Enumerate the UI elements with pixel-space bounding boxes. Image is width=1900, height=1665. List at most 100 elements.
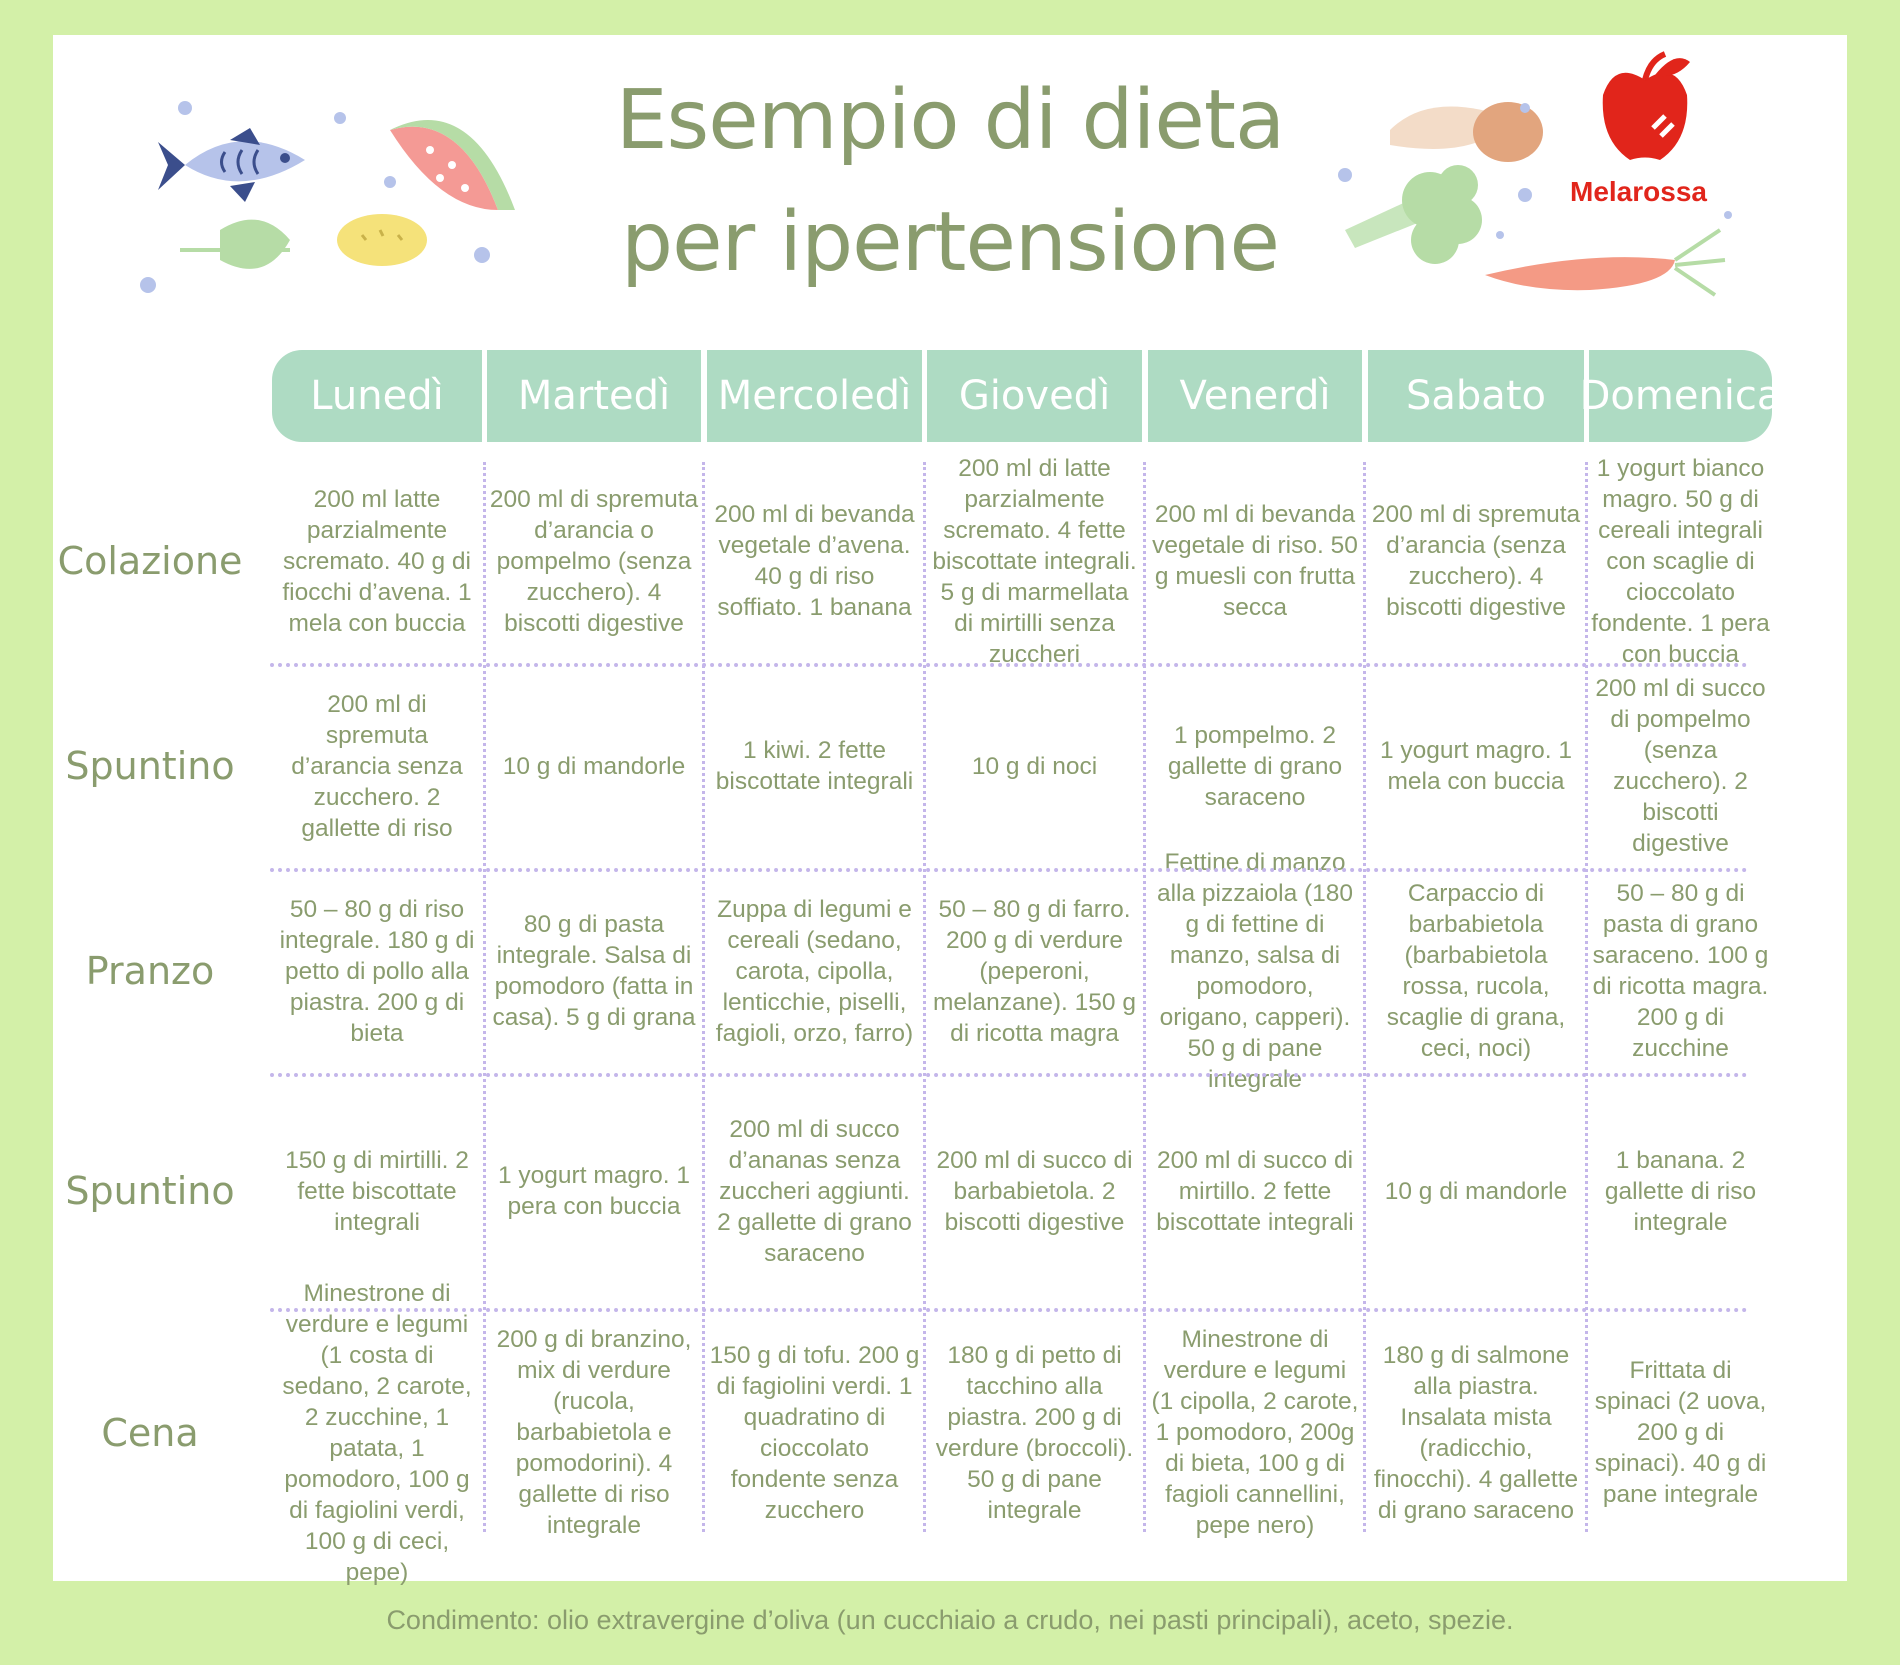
meal-label: Colazione: [57, 539, 243, 583]
meal-cell: 1 banana. 2 gallette di riso integrale: [1589, 1075, 1772, 1307]
meal-cell: Minestrone di verdure e legumi (1 cipoll…: [1148, 1310, 1362, 1555]
meal-cell: Frittata di spinaci (2 uova, 200 g di sp…: [1589, 1310, 1772, 1555]
day-header: Sabato: [1368, 350, 1584, 442]
meal-cell-text: 200 g di branzino, mix di verdure (rucol…: [496, 1326, 692, 1539]
day-header: Venerdì: [1148, 350, 1362, 442]
meal-cell-text: Fettine di manzo alla pizzaiola (180 g d…: [1156, 849, 1354, 1093]
meal-cell: 1 yogurt bianco magro. 50 g di cereali i…: [1589, 455, 1772, 668]
meal-cell-text: 1 pompelmo. 2 gallette di grano saraceno: [1167, 721, 1343, 811]
meal-cell-text: 150 g di tofu. 200 g di fagiolini verdi.…: [709, 1341, 920, 1524]
meal-cell-text: 150 g di mirtilli. 2 fette biscottate in…: [285, 1146, 469, 1236]
meal-cell-text: 1 yogurt magro. 1 mela con buccia: [1379, 737, 1573, 795]
meal-cell: 200 ml di spremuta d’arancia senza zucch…: [272, 665, 482, 867]
meal-cell-text: 50 – 80 g di farro. 200 g di verdure (pe…: [933, 895, 1136, 1047]
column-divider: [1363, 462, 1366, 1532]
meal-cell-text: 200 ml di spremuta d’arancia o pompelmo …: [489, 485, 699, 637]
meal-cell: 200 ml di succo d’ananas senza zuccheri …: [707, 1075, 922, 1307]
meal-cell-text: 200 ml di bevanda vegetale d’avena. 40 g…: [714, 501, 915, 621]
meal-cell-text: 80 g di pasta integrale. Salsa di pomodo…: [492, 911, 696, 1031]
meal-cell-text: 10 g di mandorle: [502, 752, 686, 780]
meal-cell-text: 200 ml di succo di barbabietola. 2 bisco…: [936, 1146, 1133, 1236]
meal-cell: 200 ml di succo di mirtillo. 2 fette bis…: [1148, 1075, 1362, 1307]
meal-label: Pranzo: [85, 949, 215, 993]
meal-cell: 200 ml di spremuta d’arancia o pompelmo …: [487, 460, 701, 662]
meal-cell-text: 10 g di noci: [971, 752, 1098, 780]
column-divider: [1585, 462, 1588, 1532]
meal-cell: 80 g di pasta integrale. Salsa di pomodo…: [487, 870, 701, 1072]
apple-logo-icon: [1602, 51, 1690, 160]
column-divider: [923, 462, 926, 1532]
meal-cell: 180 g di salmone alla piastra. Insalata …: [1368, 1310, 1584, 1555]
meal-cell-text: Carpaccio di barbabietola (barbabietola …: [1386, 880, 1566, 1062]
meal-cell: 50 – 80 g di farro. 200 g di verdure (pe…: [927, 870, 1142, 1072]
meal-label: Spuntino: [65, 1169, 235, 1213]
food-illustrations-left: [140, 101, 515, 293]
day-header: Mercoledì: [707, 350, 922, 442]
food-illustrations-right: [1338, 102, 1732, 297]
meal-cell: 1 pompelmo. 2 gallette di grano saraceno: [1148, 665, 1362, 867]
meal-cell: 200 ml di succo di pompelmo (senza zucch…: [1589, 665, 1772, 867]
meal-cell: Minestrone di verdure e legumi (1 costa …: [272, 1280, 482, 1586]
diet-card: [53, 35, 1847, 1581]
row-divider: [270, 663, 1748, 667]
meal-cell-text: 200 ml di succo di pompelmo (senza zucch…: [1595, 675, 1766, 857]
meal-cell: 10 g di noci: [927, 665, 1142, 867]
meal-cell-text: 200 ml di succo di mirtillo. 2 fette bis…: [1156, 1146, 1354, 1236]
column-divider: [702, 462, 705, 1532]
meal-cell-text: 200 ml di spremuta d’arancia (senza zucc…: [1371, 501, 1581, 621]
title-line-1: Esempio di dieta: [615, 73, 1286, 168]
meal-cell-text: 1 yogurt bianco magro. 50 g di cereali i…: [1591, 454, 1770, 668]
meal-cell: 50 – 80 g di pasta di grano saraceno. 10…: [1589, 870, 1772, 1072]
title-line-2: per ipertensione: [621, 195, 1280, 290]
day-header: Lunedì: [272, 350, 482, 442]
day-header: Domenica: [1580, 350, 1781, 442]
leaf-icon: [180, 219, 290, 269]
meal-cell: 10 g di mandorle: [1368, 1075, 1584, 1307]
meal-cell-text: 50 – 80 g di riso integrale. 180 g di pe…: [279, 895, 475, 1047]
column-divider: [1143, 462, 1146, 1532]
meal-label: Spuntino: [65, 744, 235, 788]
page-title: Esempio di dieta per ipertensione: [560, 60, 1340, 304]
meal-cell-text: 200 ml di latte parzialmente scremato. 4…: [932, 454, 1137, 668]
row-divider: [270, 868, 1748, 872]
meal-cell-text: Minestrone di verdure e legumi (1 cipoll…: [1151, 1326, 1359, 1539]
meal-cell: 200 g di branzino, mix di verdure (rucol…: [487, 1310, 701, 1555]
carrot-icon: [1485, 228, 1726, 297]
meal-cell-text: 50 – 80 g di pasta di grano saraceno. 10…: [1592, 880, 1769, 1062]
brand-logo-text: Melarossa: [1570, 176, 1707, 207]
meal-cell-text: 10 g di mandorle: [1384, 1177, 1568, 1205]
meal-cell-text: Zuppa di legumi e cereali (sedano, carot…: [715, 895, 914, 1047]
meal-cell: Carpaccio di barbabietola (barbabietola …: [1368, 870, 1584, 1072]
meal-cell-text: 200 ml di succo d’ananas senza zuccheri …: [717, 1115, 912, 1267]
meal-cell: 150 g di tofu. 200 g di fagiolini verdi.…: [707, 1310, 922, 1555]
row-divider: [270, 1073, 1748, 1077]
broccoli-icon: [1345, 165, 1482, 264]
meal-cell: 180 g di petto di tacchino alla piastra.…: [927, 1310, 1142, 1555]
meal-label: Cena: [101, 1410, 199, 1455]
meal-cell-text: 1 kiwi. 2 fette biscottate integrali: [715, 737, 914, 795]
watermelon-icon: [390, 120, 515, 210]
meal-cell: Zuppa di legumi e cereali (sedano, carot…: [707, 870, 922, 1072]
day-header: Giovedì: [927, 350, 1142, 442]
meal-cell-text: 180 g di salmone alla piastra. Insalata …: [1373, 1341, 1579, 1524]
meal-cell: 200 ml di spremuta d’arancia (senza zucc…: [1368, 460, 1584, 662]
meal-cell: 1 kiwi. 2 fette biscottate integrali: [707, 665, 922, 867]
meal-cell: 1 yogurt magro. 1 pera con buccia: [487, 1075, 701, 1307]
meal-cell: Fettine di manzo alla pizzaiola (180 g d…: [1148, 849, 1362, 1093]
meal-cell-text: 180 g di petto di tacchino alla piastra.…: [935, 1341, 1134, 1524]
meal-cell-text: 200 ml di spremuta d’arancia senza zucch…: [291, 690, 463, 842]
meal-cell-text: Frittata di spinaci (2 uova, 200 g di sp…: [1594, 1357, 1767, 1508]
meal-cell: 200 ml di succo di barbabietola. 2 bisco…: [927, 1075, 1142, 1307]
row-divider: [270, 1308, 1748, 1312]
mushroom-icon: [1390, 102, 1543, 162]
day-header: Martedì: [487, 350, 701, 442]
meal-cell-text: 200 ml latte parzialmente scremato. 40 g…: [282, 485, 472, 637]
meal-cell: 200 ml di bevanda vegetale d’avena. 40 g…: [707, 460, 922, 662]
lemon-icon: [337, 214, 427, 266]
meal-cell-text: 1 yogurt magro. 1 pera con buccia: [497, 1162, 691, 1220]
meal-cell: 1 yogurt magro. 1 mela con buccia: [1368, 665, 1584, 867]
meal-cell: 200 ml latte parzialmente scremato. 40 g…: [272, 460, 482, 662]
meal-cell: 150 g di mirtilli. 2 fette biscottate in…: [272, 1075, 482, 1307]
meal-cell-text: Minestrone di verdure e legumi (1 costa …: [282, 1279, 472, 1586]
meal-cell: 50 – 80 g di riso integrale. 180 g di pe…: [272, 870, 482, 1072]
